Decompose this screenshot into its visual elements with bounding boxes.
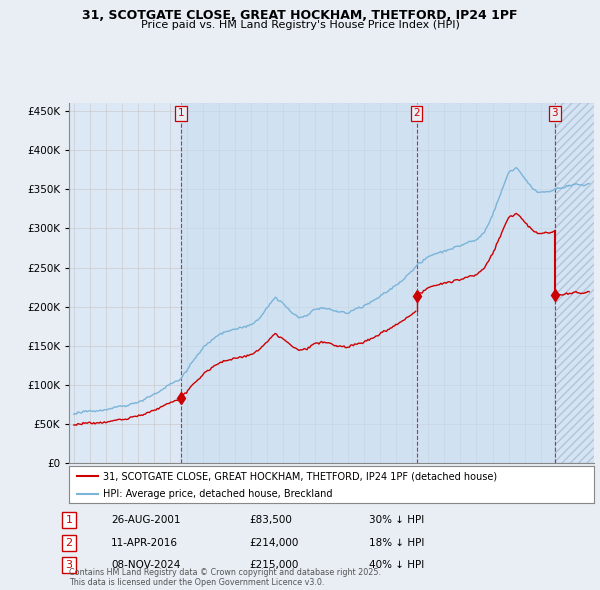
Bar [181,103,555,463]
Text: £214,000: £214,000 [249,538,298,548]
Text: 2: 2 [413,109,420,119]
Text: 3: 3 [551,109,558,119]
Text: Contains HM Land Registry data © Crown copyright and database right 2025.
This d: Contains HM Land Registry data © Crown c… [69,568,381,587]
Text: 1: 1 [178,109,184,119]
Text: 3: 3 [65,560,73,570]
Text: 31, SCOTGATE CLOSE, GREAT HOCKHAM, THETFORD, IP24 1PF: 31, SCOTGATE CLOSE, GREAT HOCKHAM, THETF… [82,9,518,22]
Text: £83,500: £83,500 [249,516,292,525]
Text: 08-NOV-2024: 08-NOV-2024 [111,560,181,570]
Text: 31, SCOTGATE CLOSE, GREAT HOCKHAM, THETFORD, IP24 1PF (detached house): 31, SCOTGATE CLOSE, GREAT HOCKHAM, THETF… [103,471,497,481]
Text: 18% ↓ HPI: 18% ↓ HPI [369,538,424,548]
Text: 1: 1 [65,516,73,525]
Text: 30% ↓ HPI: 30% ↓ HPI [369,516,424,525]
Text: Price paid vs. HM Land Registry's House Price Index (HPI): Price paid vs. HM Land Registry's House … [140,20,460,30]
Text: 11-APR-2016: 11-APR-2016 [111,538,178,548]
Text: 26-AUG-2001: 26-AUG-2001 [111,516,181,525]
Text: 40% ↓ HPI: 40% ↓ HPI [369,560,424,570]
Text: £215,000: £215,000 [249,560,298,570]
Text: HPI: Average price, detached house, Breckland: HPI: Average price, detached house, Brec… [103,489,332,499]
Text: 2: 2 [65,538,73,548]
